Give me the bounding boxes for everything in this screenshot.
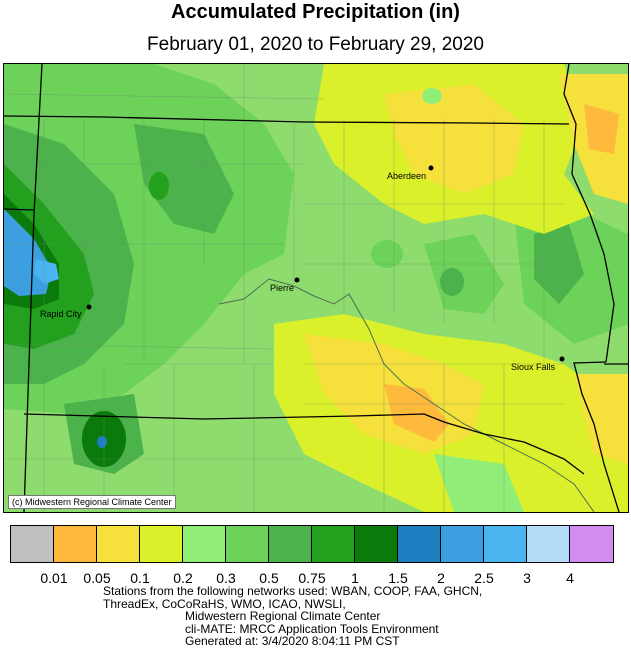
legend-swatch — [226, 526, 269, 562]
city-label: Pierre — [270, 283, 294, 293]
legend-label: 0.75 — [298, 570, 326, 586]
city-label: Sioux Falls — [511, 362, 556, 372]
city-marker — [559, 356, 565, 362]
footer-line: Stations from the following networks use… — [103, 584, 483, 598]
legend-swatch — [11, 526, 54, 562]
precip-zone-0.1-northeast — [384, 84, 524, 194]
city-marker — [428, 165, 434, 171]
precip-zone-0.3-southeast — [434, 454, 524, 512]
sd-ia-border — [573, 361, 620, 512]
copyright-credit: (c) Midwestern Regional Climate Center — [8, 495, 176, 509]
legend-swatch — [484, 526, 527, 562]
legend-label: 3 — [523, 570, 531, 586]
precip-zone-0.05-far-northeast — [584, 104, 619, 154]
legend-label: 4 — [566, 570, 574, 586]
city-pierre: Pierre — [270, 277, 300, 293]
legend-labels: 0.01 0.05 0.1 0.2 0.3 0.5 0.75 1 1.5 2 2.5 3 4 — [10, 570, 630, 586]
legend-label: 2 — [437, 570, 445, 586]
legend-label: 0.1 — [130, 570, 150, 586]
precip-cell-2-south — [97, 436, 107, 448]
map-subtitle: February 01, 2020 to February 29, 2020 — [147, 34, 484, 55]
nd-sd-border — [4, 115, 570, 125]
legend-swatch — [140, 526, 183, 562]
legend-swatch — [312, 526, 355, 562]
precipitation-map: Aberdeen Pierre Rapid City Sioux Falls (… — [3, 63, 629, 513]
county-lines — [4, 64, 564, 512]
legend-swatch — [54, 526, 97, 562]
precip-cell-0.3-northeast — [422, 88, 442, 104]
legend-label: 0.3 — [216, 570, 236, 586]
legend-swatch — [183, 526, 226, 562]
map-title: Accumulated Precipitation (in) — [171, 1, 460, 23]
precip-zone-0.05-southeast — [384, 384, 449, 442]
precip-cell-0.75-east — [440, 268, 464, 296]
footer-line: Midwestern Regional Climate Center — [185, 609, 381, 623]
city-rapid-city: Rapid City — [40, 304, 92, 319]
legend-label: 0.5 — [259, 570, 279, 586]
city-label: Rapid City — [40, 309, 82, 319]
legend-color-bar — [10, 525, 614, 563]
legend-label: 2.5 — [474, 570, 494, 586]
legend-swatch — [97, 526, 140, 562]
map-canvas: Aberdeen Pierre Rapid City Sioux Falls — [4, 64, 628, 512]
footer-notes: Stations from the following networks use… — [103, 585, 482, 648]
legend-label: 1 — [351, 570, 359, 586]
legend-swatch — [570, 526, 613, 562]
city-aberdeen: Aberdeen — [387, 165, 434, 181]
legend-label: 0.2 — [173, 570, 193, 586]
footer-line: Generated at: 3/4/2020 8:04:11 PM CST — [185, 634, 400, 648]
city-marker — [86, 304, 92, 310]
precip-zone-3 — [34, 259, 59, 284]
footer-line: ThreadEx, CoCoRaHS, WMO, ICAO, NWSLI, — [103, 596, 346, 611]
legend-swatch — [527, 526, 570, 562]
wy-mt-border — [4, 208, 35, 211]
state-boundaries — [4, 64, 628, 512]
legend-swatch — [441, 526, 484, 562]
legend-label: 1.5 — [388, 570, 408, 586]
precip-cell-1-central — [149, 172, 169, 200]
legend-label: 0.01 — [40, 570, 68, 586]
sd-ne-border — [23, 413, 585, 475]
missouri-river — [218, 278, 595, 512]
legend-swatch — [269, 526, 312, 562]
legend-swatch — [398, 526, 441, 562]
legend-swatch — [355, 526, 398, 562]
precip-zone-0.1-east-edge — [574, 374, 628, 464]
sd-wy-mt-border — [23, 64, 43, 512]
precip-zone-0.75-central — [134, 124, 234, 234]
city-sioux-falls: Sioux Falls — [511, 356, 565, 372]
city-label: Aberdeen — [387, 171, 426, 181]
city-marker — [294, 277, 300, 283]
legend-label: 0.05 — [83, 570, 111, 586]
footer-line: cli-MATE: MRCC Application Tools Environ… — [185, 621, 439, 636]
precip-cell-0.5-mid — [371, 240, 403, 268]
sd-mn-border — [563, 64, 615, 363]
